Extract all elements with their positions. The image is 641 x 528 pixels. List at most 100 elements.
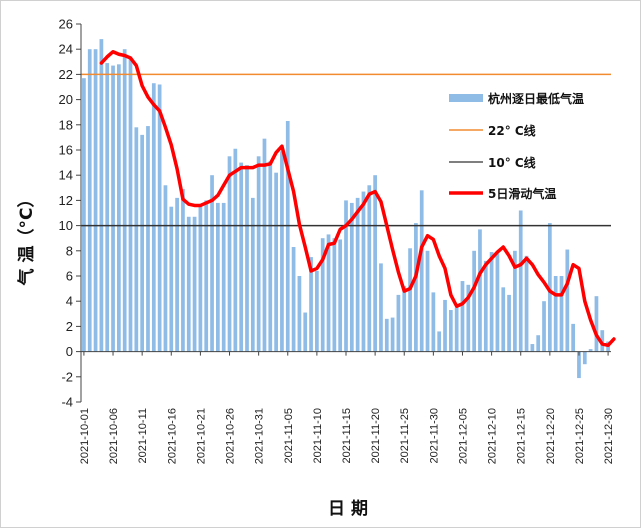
bar-day-69 [478,229,482,352]
bar-day-64 [448,310,453,352]
bar-day-10 [134,127,139,352]
y-tick-label: 20 [59,92,73,107]
legend-label-10c: 10° C线 [488,155,536,170]
bar-day-29 [245,165,249,352]
bar-day-61 [431,292,436,352]
y-tick-label: 2 [66,319,73,334]
bar-day-15 [163,185,168,352]
bar-day-77 [524,255,529,352]
x-axis-title: 日 期 [328,499,368,519]
bar-day-47 [349,202,354,352]
bar-day-83 [559,276,564,352]
y-tick-label: 26 [59,17,73,32]
bar-day-80 [542,301,546,352]
bar-day-68 [472,250,476,352]
y-tick-label: -4 [61,395,73,410]
bar-day-70 [483,260,488,352]
bar-day-7 [116,64,121,352]
y-tick-label: 18 [59,117,73,132]
legend-label-22c: 22° C线 [488,123,536,138]
x-tick-label: 2021-11-15 [341,408,353,463]
y-axis-title: 气 温（°C） [16,191,37,287]
bar-day-8 [122,49,127,352]
bar-day-73 [501,287,506,352]
legend-label-moving-avg: 5日滑动气温 [488,186,556,201]
x-tick-label: 2021-11-25 [399,408,411,463]
bar-day-23 [210,175,214,352]
bar-day-89 [594,296,599,352]
bar-day-41 [315,270,319,352]
legend-swatch-bars [449,94,483,102]
bar-day-53 [384,318,389,352]
bar-day-33 [268,161,273,352]
x-tick-label: 2021-10-26 [225,408,237,464]
bar-day-4 [99,39,104,352]
bar-day-52 [379,263,383,352]
bar-day-19 [186,216,191,352]
bar-day-11 [140,134,145,352]
x-tick-label: 2021-11-05 [283,408,295,463]
bar-day-34 [274,172,278,352]
line-layer [99,49,616,348]
x-tick-label: 2021-11-10 [312,408,324,463]
bar-day-38 [297,276,302,352]
bar-day-37 [291,247,296,352]
x-tick-label: 2021-11-20 [370,408,382,463]
bar-day-20 [192,216,197,352]
bar-day-54 [390,317,395,352]
bar-day-58 [414,223,418,352]
bar-day-74 [507,294,511,352]
legend-label-bars: 杭州逐日最低气温 [488,91,584,106]
bar-day-31 [256,156,261,352]
bar-day-17 [175,197,179,352]
bar-day-21 [198,205,203,352]
y-tick-label: 24 [59,42,73,57]
bar-day-63 [443,299,447,352]
bar-day-18 [181,189,185,352]
y-tick-label: 22 [59,67,73,82]
bar-day-88 [588,349,593,352]
line-moving-average [99,49,616,348]
bar-layer [82,39,610,379]
x-tick-label: 2021-12-30 [603,408,615,464]
bar-day-30 [250,197,255,352]
bar-day-76 [518,210,523,352]
y-tick-label: 6 [66,269,73,284]
bar-day-48 [355,197,360,352]
y-tick-label: 14 [59,168,73,183]
bar-day-85 [571,323,576,352]
x-tick-label: 2021-10-16 [166,408,178,464]
bar-day-44 [332,238,337,352]
bar-day-62 [437,331,442,352]
y-tick-label: 8 [66,243,73,258]
bar-day-6 [111,65,115,352]
y-tick-label: 0 [66,344,73,359]
y-tick-label: 10 [59,218,73,233]
bar-day-55 [396,294,401,352]
bar-day-82 [553,276,558,352]
bar-day-87 [582,351,587,365]
bar-day-51 [373,175,377,352]
bar-day-59 [419,190,424,352]
x-tick-labels: 2021-10-01 2021-10-06 2021-10-11 2021-10-16… [79,351,615,464]
bar-day-1 [82,78,86,352]
bar-day-67 [466,284,471,352]
legend: 杭州逐日最低气温 22° C线 10° C线 5日滑动气温 [449,91,584,201]
bar-day-46 [344,200,348,352]
bar-day-71 [489,252,494,352]
bar-day-9 [128,56,133,352]
bar-day-5 [105,63,110,352]
bar-day-13 [151,83,156,352]
bar-day-3 [93,49,98,352]
x-tick-label: 2021-12-20 [545,408,557,464]
bar-day-12 [146,126,150,352]
bar-day-66 [460,281,465,352]
x-tick-label: 2021-10-21 [195,408,207,464]
bar-day-49 [361,191,366,352]
bar-day-40 [309,257,313,352]
x-tick-label: 2021-12-10 [487,408,499,464]
bar-day-45 [338,239,343,352]
